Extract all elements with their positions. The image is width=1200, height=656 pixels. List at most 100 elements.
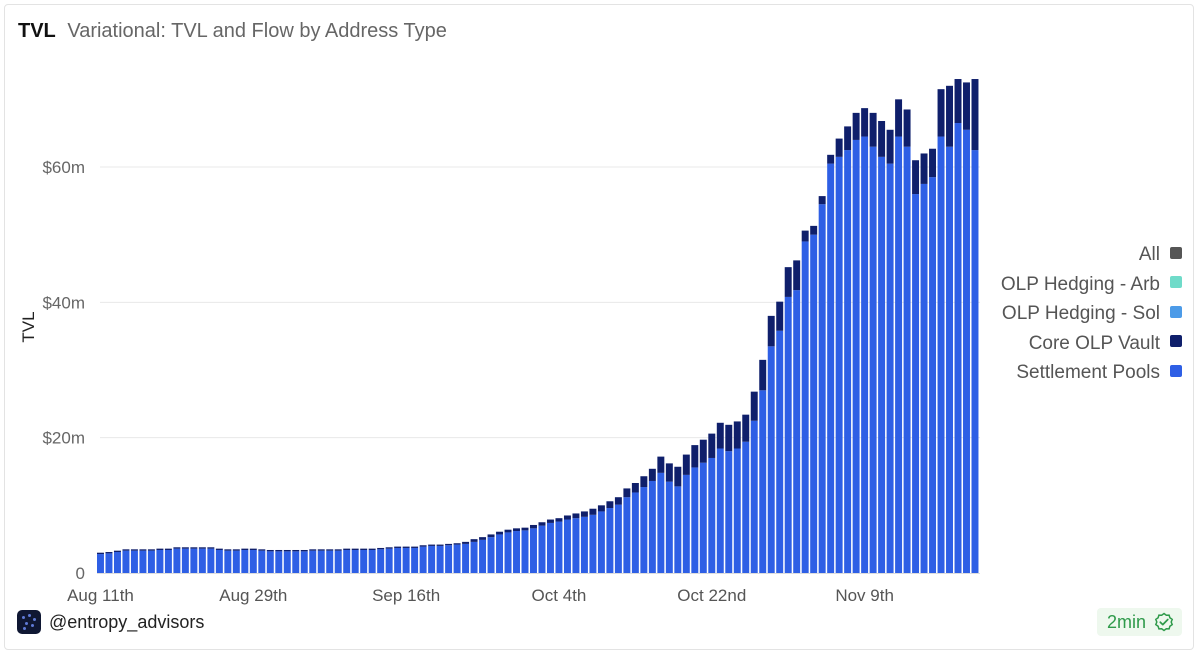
bar-settlement-pools	[801, 241, 809, 573]
verified-check-icon	[1154, 612, 1174, 632]
legend-swatch	[1170, 276, 1182, 289]
bar-core-olp-vault	[258, 549, 266, 551]
bar-settlement-pools	[946, 146, 953, 573]
bar-settlement-pools	[309, 550, 317, 573]
bar-settlement-pools	[530, 528, 537, 573]
bar-core-olp-vault	[385, 547, 393, 549]
bar-settlement-pools	[394, 547, 402, 573]
header-label: TVL	[18, 20, 56, 42]
bar-core-olp-vault	[224, 549, 232, 551]
x-tick-label: Oct 4th	[532, 586, 587, 605]
bar-settlement-pools	[385, 548, 393, 573]
bar-core-olp-vault	[614, 497, 622, 505]
bar-settlement-pools	[428, 545, 436, 573]
bar-settlement-pools	[198, 548, 206, 573]
bar-settlement-pools	[113, 552, 121, 573]
bar-settlement-pools	[648, 480, 656, 573]
bar-core-olp-vault	[750, 391, 758, 421]
bar-core-olp-vault	[937, 89, 945, 137]
bar-settlement-pools	[563, 519, 571, 573]
bar-settlement-pools	[334, 550, 342, 573]
bar-core-olp-vault	[173, 547, 181, 549]
bar-settlement-pools	[784, 296, 792, 573]
bar-core-olp-vault	[394, 546, 402, 548]
bar-core-olp-vault	[682, 454, 690, 475]
bar-settlement-pools	[360, 549, 368, 573]
bar-core-olp-vault	[572, 513, 580, 519]
bar-core-olp-vault	[113, 550, 121, 553]
bar-core-olp-vault	[793, 260, 801, 291]
bar-settlement-pools	[954, 123, 962, 574]
bar-settlement-pools	[767, 346, 775, 573]
bar-core-olp-vault	[147, 549, 155, 551]
bar-core-olp-vault	[122, 549, 130, 551]
bar-settlement-pools	[895, 136, 903, 574]
legend-swatch	[1170, 305, 1182, 318]
bar-settlement-pools	[139, 550, 147, 573]
bar-settlement-pools	[173, 548, 181, 573]
bar-core-olp-vault	[181, 547, 189, 549]
bar-core-olp-vault	[674, 466, 682, 487]
bar-settlement-pools	[445, 545, 453, 573]
bar-settlement-pools	[479, 539, 487, 573]
bar-core-olp-vault	[232, 549, 240, 551]
refresh-badge[interactable]: 2min	[1096, 608, 1182, 636]
bar-settlement-pools	[852, 139, 860, 573]
bar-core-olp-vault	[470, 539, 478, 542]
bar-settlement-pools	[453, 544, 461, 573]
bar-settlement-pools	[827, 163, 835, 573]
bar-core-olp-vault	[207, 547, 215, 549]
bar-core-olp-vault	[827, 154, 835, 164]
bar-settlement-pools	[283, 551, 291, 573]
bar-core-olp-vault	[419, 545, 427, 547]
bar-settlement-pools	[929, 177, 937, 573]
bar-settlement-pools	[224, 550, 232, 573]
bar-core-olp-vault	[351, 548, 359, 550]
bar-settlement-pools	[377, 549, 385, 573]
bar-settlement-pools	[207, 548, 215, 573]
bar-core-olp-vault	[886, 129, 894, 164]
legend-item-core-olp-vault[interactable]: Core OLP Vault	[1001, 329, 1182, 359]
legend-swatch	[1170, 246, 1182, 259]
legend-item-olp-hedging-sol[interactable]: OLP Hedging - Sol	[1001, 299, 1182, 329]
bar-settlement-pools	[835, 156, 843, 573]
bar-settlement-pools	[725, 451, 733, 573]
bar-settlement-pools	[122, 550, 130, 573]
bar-settlement-pools	[699, 462, 707, 573]
bar-settlement-pools	[878, 156, 886, 573]
bar-core-olp-vault	[861, 108, 869, 137]
bar-core-olp-vault	[963, 82, 970, 130]
bar-core-olp-vault	[657, 456, 665, 473]
bar-core-olp-vault	[903, 109, 911, 147]
x-tick-label: Sep 16th	[372, 586, 440, 605]
bar-settlement-pools	[419, 546, 427, 573]
x-tick-label: Oct 22nd	[677, 586, 746, 605]
bar-settlement-pools	[750, 420, 758, 573]
bar-core-olp-vault	[946, 85, 953, 147]
bar-core-olp-vault	[912, 160, 920, 195]
bar-settlement-pools	[275, 551, 283, 573]
bar-core-olp-vault	[504, 529, 512, 533]
author-attribution[interactable]: @entropy_advisors	[17, 610, 204, 634]
bar-settlement-pools	[886, 163, 894, 573]
bar-core-olp-vault	[309, 549, 317, 551]
bar-settlement-pools	[640, 487, 648, 573]
bar-core-olp-vault	[445, 543, 453, 546]
bar-settlement-pools	[912, 194, 920, 573]
bar-core-olp-vault	[164, 548, 172, 550]
bar-core-olp-vault	[249, 548, 257, 550]
bar-settlement-pools	[487, 537, 495, 573]
legend-swatch	[1170, 364, 1182, 377]
legend-item-settlement-pools[interactable]: Settlement Pools	[1001, 358, 1182, 388]
bar-core-olp-vault	[530, 524, 537, 529]
legend-item-olp-hedging-arb[interactable]: OLP Hedging - Arb	[1001, 270, 1182, 300]
bar-settlement-pools	[665, 481, 673, 573]
legend-item-all[interactable]: All	[1001, 240, 1182, 270]
x-tick-label: Aug 11th	[67, 586, 134, 605]
bar-core-olp-vault	[895, 99, 903, 137]
bar-core-olp-vault	[190, 547, 198, 549]
bar-core-olp-vault	[971, 79, 979, 151]
bar-core-olp-vault	[487, 534, 495, 538]
bar-settlement-pools	[597, 511, 605, 573]
